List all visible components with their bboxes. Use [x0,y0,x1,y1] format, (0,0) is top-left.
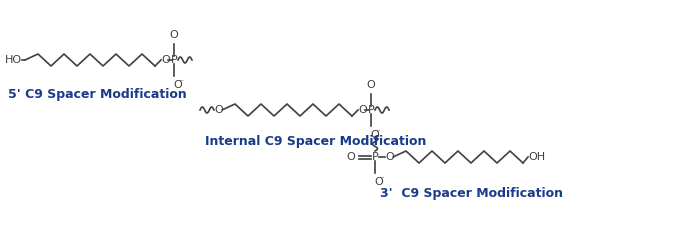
Text: 3'  C9 Spacer Modification: 3' C9 Spacer Modification [380,187,563,200]
Text: Internal C9 Spacer Modification: Internal C9 Spacer Modification [205,135,427,148]
Text: 5' C9 Spacer Modification: 5' C9 Spacer Modification [8,88,187,101]
Text: P: P [372,152,379,162]
Text: HO: HO [5,55,22,65]
Text: O: O [161,55,169,65]
Text: O: O [370,130,379,140]
Text: OH: OH [528,152,545,162]
Text: O: O [346,152,355,162]
Text: O: O [366,80,375,90]
Text: O: O [169,30,178,40]
Text: O: O [374,177,383,187]
Text: ⁻: ⁻ [178,78,182,87]
Text: O: O [214,105,223,115]
Text: ⁻: ⁻ [379,175,383,184]
Text: ⁻: ⁻ [375,128,380,137]
Text: P: P [368,105,375,115]
Text: P: P [171,55,178,65]
Text: O: O [173,80,182,90]
Text: O: O [358,105,367,115]
Text: O: O [385,152,394,162]
